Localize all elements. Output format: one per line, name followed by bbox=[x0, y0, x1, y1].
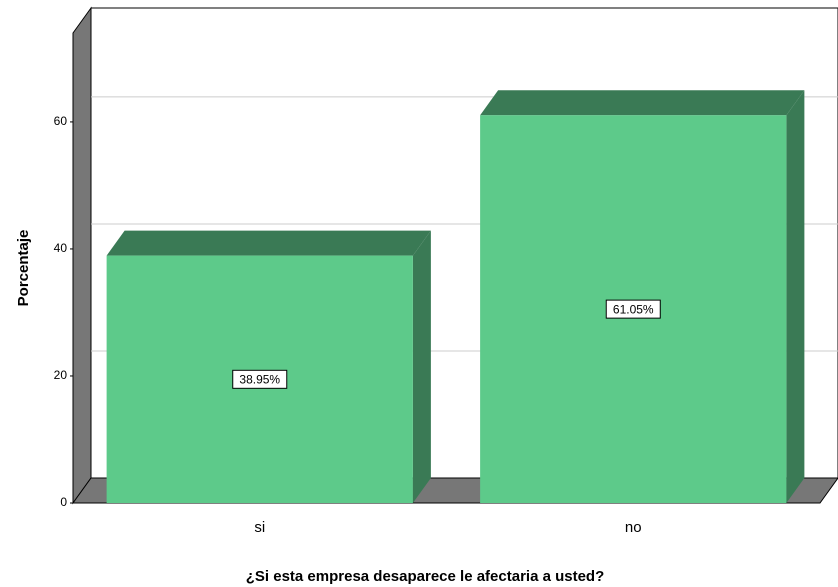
y-tick-label: 60 bbox=[54, 114, 68, 128]
y-tick-label: 40 bbox=[54, 241, 68, 255]
left-wall bbox=[72, 6, 92, 505]
bar-side bbox=[412, 230, 431, 503]
y-tick-label: 20 bbox=[54, 368, 68, 382]
value-label-box bbox=[605, 299, 661, 319]
value-label: 61.05% bbox=[613, 302, 654, 316]
x-tick-label: si bbox=[254, 519, 265, 536]
value-label: 38.95% bbox=[239, 372, 280, 386]
y-axis-title: Porcentaje bbox=[15, 230, 32, 307]
bar-top bbox=[106, 230, 431, 256]
bar-side bbox=[786, 90, 805, 503]
x-axis-title: ¿Si esta empresa desaparece le afectaria… bbox=[246, 568, 605, 585]
x-tick-label: no bbox=[625, 519, 642, 536]
value-label-box bbox=[232, 369, 288, 389]
y-tick-label: 0 bbox=[60, 495, 67, 509]
bar-top bbox=[480, 90, 805, 116]
